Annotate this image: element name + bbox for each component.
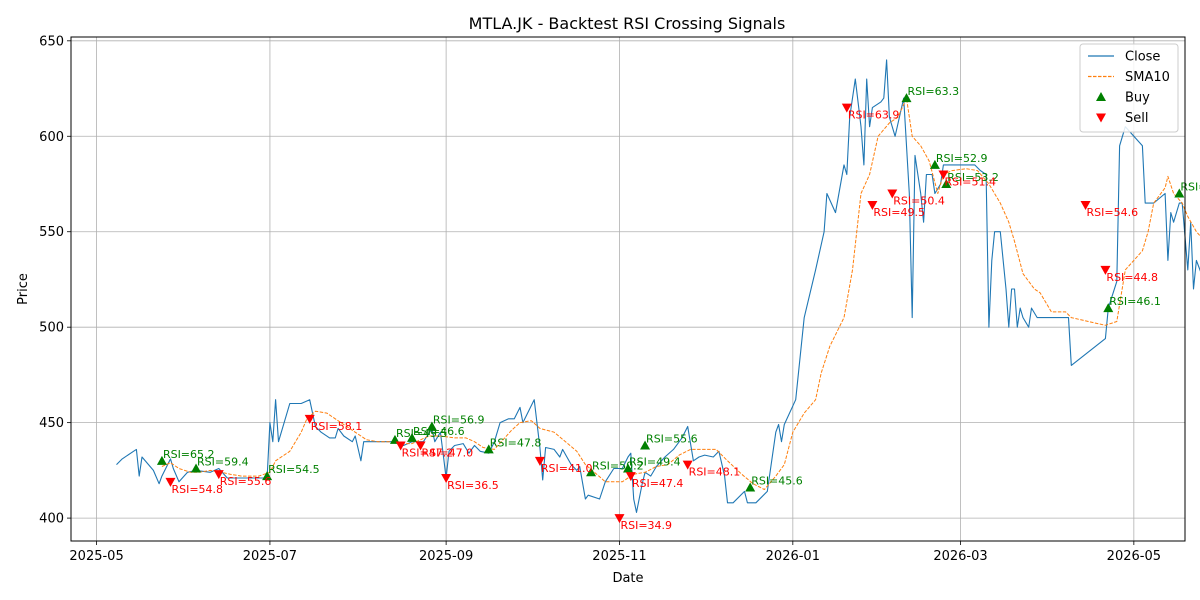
sell-marker [682,460,693,470]
sell-signal-label: RSI=49.5 [873,206,925,219]
sell-marker [887,189,898,199]
buy-signal-label: RSI=55.6 [646,433,698,446]
sell-marker [841,103,852,113]
x-tick-label: 2025-07 [243,549,297,564]
buy-signal-label: RSI=49.4 [629,455,681,468]
x-tick-label: 2025-09 [419,549,473,564]
sell-marker [614,514,625,524]
buy-marker [586,467,597,477]
buy-signal-label: RSI=47.8 [490,436,542,449]
x-axis-title: Date [612,571,643,586]
buy-marker [1103,303,1114,313]
buy-marker [426,421,437,431]
buy-signal-label: RSI=46.6 [413,425,465,438]
buy-marker [483,444,494,454]
legend-label: Sell [1125,111,1148,126]
sell-marker [625,472,636,482]
sell-marker [867,201,878,210]
sell-signal-label: RSI=50.4 [893,195,945,208]
buy-marker [156,455,167,465]
legend-item: SMA10 [1088,70,1170,85]
y-tick-label: 400 [39,512,64,527]
sell-signal-label: RSI=48.1 [689,466,741,479]
sell-signal-label: RSI=51.4 [944,175,996,188]
buy-signal-label: RSI=45.6 [751,475,803,488]
y-axis-title: Price [16,273,31,305]
sell-signal-label: RSI=47.2 [402,447,454,460]
buy-marker [745,482,756,492]
sell-signal-label: RSI=58.1 [311,420,363,433]
legend: Close SMA10 Buy Sell [1079,43,1179,133]
close-line [116,59,1200,513]
buy-marker [941,179,952,188]
y-tick-label: 500 [39,321,64,336]
sell-signal-label: RSI=55.6 [220,475,272,488]
sell-marker [1100,265,1111,275]
sell-signal-label: RSI=47.4 [632,477,684,490]
legend-label: Close [1125,50,1160,65]
plot-frame [70,36,1186,542]
legend-swatch [1096,113,1106,123]
buy-marker [191,463,202,473]
buy-marker [640,440,651,450]
buy-marker [1174,188,1185,198]
buy-signal-label: RSI=53.2 [947,171,999,184]
sell-marker [415,441,426,451]
buy-marker [901,93,912,103]
y-tick-label: 450 [39,416,64,431]
buy-marker [262,471,273,481]
x-tick-label: 2026-03 [933,549,987,564]
x-tick-label: 2025-05 [69,549,123,564]
sell-signal-label: RSI=47.0 [422,447,474,460]
buy-signal-label: RSI=56.9 [433,413,485,426]
buy-marker [407,432,418,442]
sell-marker [441,474,452,483]
series-layer [116,59,1200,513]
legend-item: Close [1088,50,1160,65]
x-tick-label: 2026-05 [1107,549,1161,564]
legend-item: Sell [1096,111,1148,126]
sell-marker [534,456,545,466]
buy-signal-label: RSI=52.9 [936,152,988,165]
x-tick-label: 2026-01 [766,549,820,564]
sma10-line [161,97,1200,490]
buy-signal-label: RSI=55.1 [1180,181,1200,194]
sell-marker [1080,201,1091,210]
legend-label: Buy [1125,91,1150,106]
sell-marker [213,470,224,480]
sell-signal-label: RSI=34.9 [620,519,672,532]
sell-marker [304,414,315,424]
buy-signal-label: RSI=63.3 [908,85,960,98]
sell-signal-label: RSI=44.8 [1106,271,1158,284]
buy-marker [623,463,633,473]
sell-signal-label: RSI=54.8 [171,483,223,496]
sell-marker [938,170,949,180]
sell-marker [395,441,406,451]
buy-signal-label: RSI=59.4 [197,455,249,468]
sell-signal-label: RSI=63.9 [848,109,900,122]
buy-signal-label: RSI=46.1 [1109,295,1161,308]
legend-item: Buy [1096,91,1150,106]
axis-layer: 2025-05 2025-07 2025-09 2025-11 2026-01 2026-… [39,34,1161,564]
x-tick-label: 2025-11 [592,549,646,564]
y-tick-label: 650 [39,34,64,49]
buy-signal-label: RSI=65.2 [163,448,215,461]
sell-marker [165,477,176,487]
sell-signal-label: RSI=41.0 [541,462,593,475]
y-tick-label: 550 [39,225,64,240]
buy-marker [929,159,940,169]
chart-title: MTLA.JK - Backtest RSI Crossing Signals [469,14,786,33]
legend-box [1079,43,1179,133]
legend-swatch [1096,92,1106,101]
sell-signal-label: RSI=36.5 [447,479,499,492]
grid-layer [71,37,1185,541]
buy-signal-label: RSI=54.5 [268,463,320,476]
legend-label: SMA10 [1125,70,1170,85]
sell-signal-label: RSI=54.6 [1087,206,1139,219]
y-tick-label: 600 [39,130,64,145]
